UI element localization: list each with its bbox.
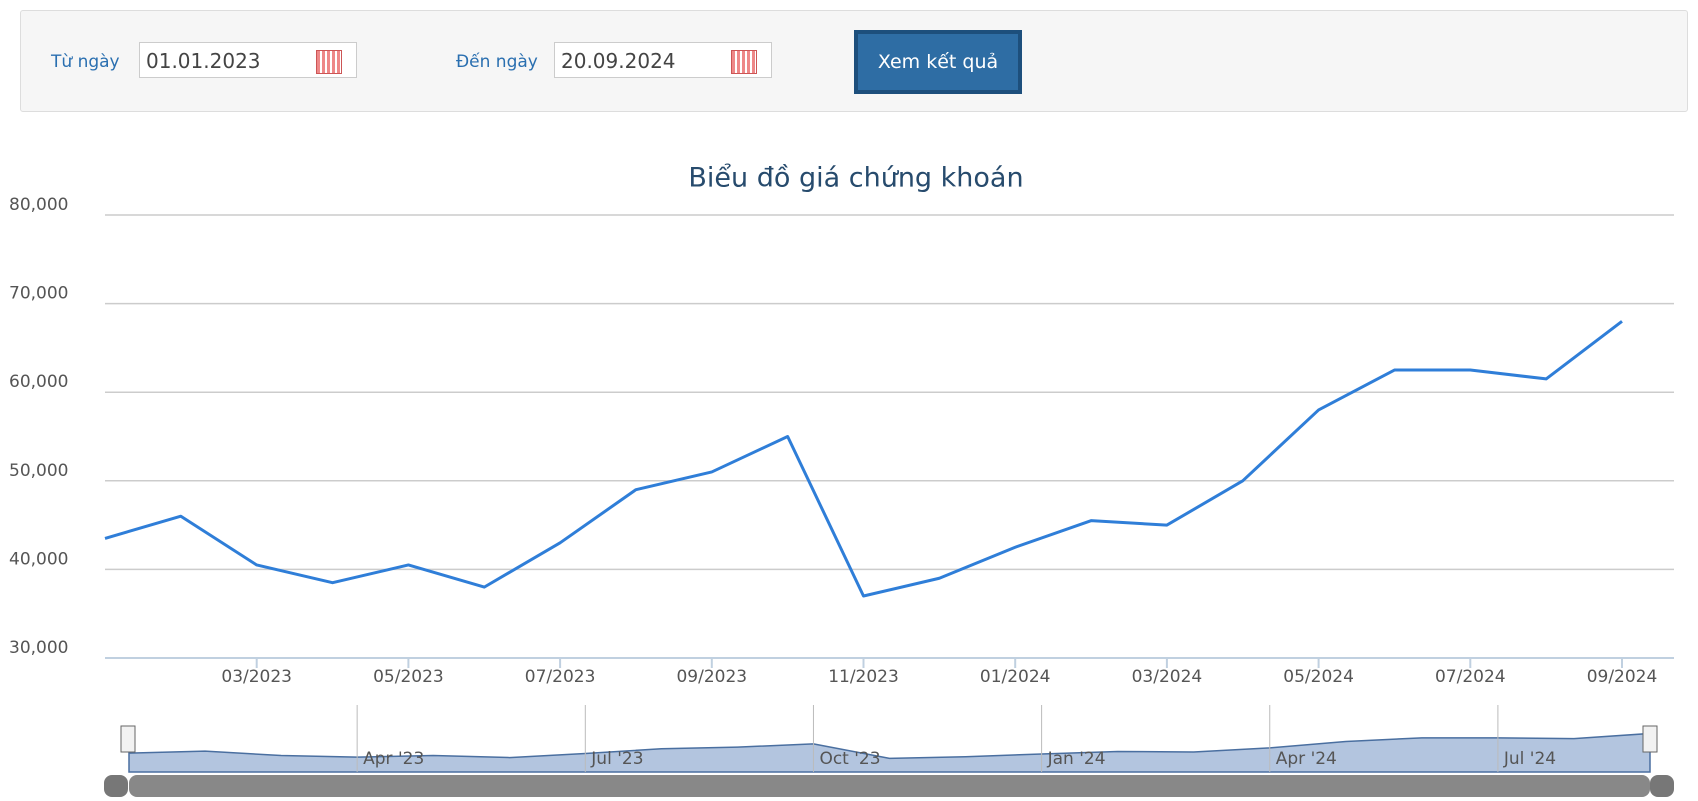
x-tick-label: 01/2024 <box>980 667 1051 687</box>
handle-right <box>1642 725 1658 753</box>
scrollbar[interactable] <box>129 775 1650 797</box>
navigator-label: Oct '23 <box>819 749 880 769</box>
calendar-icon[interactable] <box>316 50 342 74</box>
x-tick-label: 05/2023 <box>373 667 444 687</box>
x-tick-label: 09/2024 <box>1587 667 1658 687</box>
navigator-label: Apr '24 <box>1276 749 1337 769</box>
x-tick-label: 07/2023 <box>525 667 596 687</box>
price-line <box>104 320 1623 598</box>
chart-title: Biểu đồ giá chứng khoán <box>688 163 1023 194</box>
y-tick-label: 80,000 <box>9 195 68 215</box>
y-tick-label: 50,000 <box>9 461 68 481</box>
navigator-label: Apr '23 <box>363 749 424 769</box>
navigator-label: Jul '24 <box>1503 749 1556 769</box>
x-tick-label: 05/2024 <box>1283 667 1354 687</box>
handle-left <box>120 725 136 753</box>
from-value: 01.01.2023 <box>146 49 261 73</box>
y-tick-label: 40,000 <box>9 549 68 569</box>
from-label: Từ ngày <box>51 52 120 72</box>
y-tick-label: 70,000 <box>9 284 68 304</box>
x-tick-label: 11/2023 <box>828 667 899 687</box>
x-tick-label: 03/2024 <box>1132 667 1203 687</box>
y-tick-label: 60,000 <box>9 372 68 392</box>
submit-button[interactable]: Xem kết quả <box>854 30 1022 94</box>
navigator-label: Jan '24 <box>1047 749 1106 769</box>
to-label: Đến ngày <box>456 52 538 72</box>
x-tick-label: 03/2023 <box>221 667 292 687</box>
navigator-label: Jul '23 <box>590 749 643 769</box>
from-input[interactable]: 01.01.2023 <box>139 42 357 78</box>
x-tick-label: 07/2024 <box>1435 667 1506 687</box>
to-input[interactable]: 20.09.2024 <box>554 42 772 78</box>
scroll-left[interactable] <box>104 775 128 797</box>
x-tick-label: 09/2023 <box>676 667 747 687</box>
scroll-right[interactable] <box>1650 775 1674 797</box>
calendar-icon[interactable] <box>731 50 757 74</box>
y-tick-label: 30,000 <box>9 638 68 658</box>
to-value: 20.09.2024 <box>561 49 676 73</box>
